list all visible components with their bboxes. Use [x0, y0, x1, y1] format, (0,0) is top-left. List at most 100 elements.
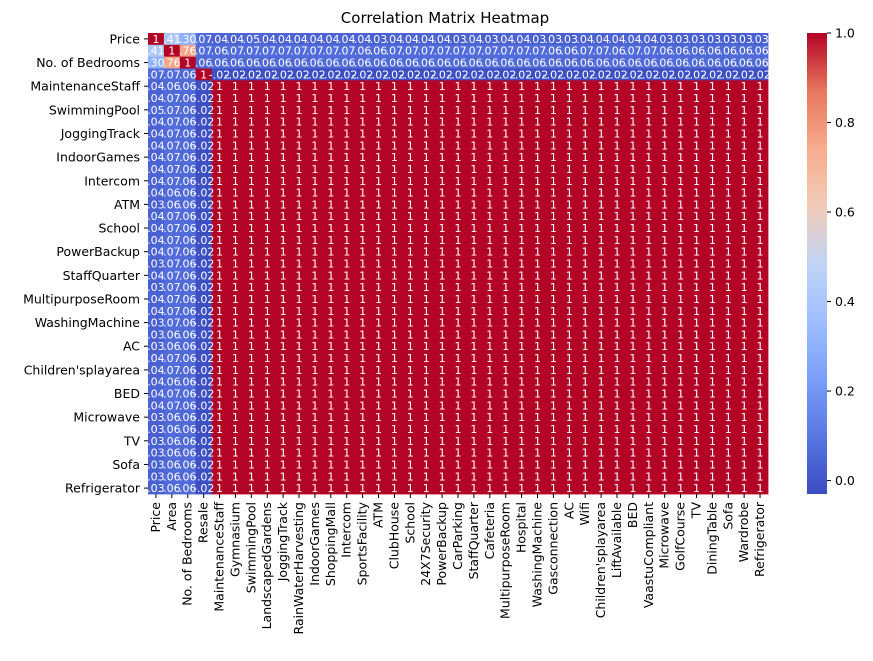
heatmap-cell: [163, 44, 181, 58]
heatmap-cell: [736, 115, 753, 128]
heatmap-cell: [640, 56, 658, 69]
heatmap-cell: [672, 56, 689, 69]
heatmap-cell: [275, 127, 292, 140]
heatmap-cell: [195, 115, 212, 128]
heatmap-cell: [465, 92, 483, 105]
x-tick-label: IndoorGames: [307, 502, 322, 586]
heatmap-cell: [545, 44, 562, 58]
heatmap-cell: [465, 33, 483, 46]
heatmap-cell: [402, 56, 419, 69]
heatmap-cell: [322, 56, 340, 69]
heatmap-cell: [529, 127, 546, 140]
heatmap-cell: [656, 56, 674, 69]
heatmap-cell: [609, 127, 626, 140]
heatmap-cell: [736, 139, 753, 152]
heatmap-cell: [465, 127, 483, 140]
heatmap-cell: [243, 127, 260, 140]
heatmap-cell: [163, 115, 181, 128]
heatmap-cell: [624, 139, 642, 152]
heatmap-cell: [481, 139, 499, 152]
y-tick-label: AC: [123, 339, 140, 354]
heatmap-cell: [227, 68, 244, 81]
heatmap-cell: [656, 44, 674, 58]
heatmap-cell: [688, 33, 705, 46]
heatmap-cell: [513, 44, 530, 58]
heatmap-cell: [148, 151, 165, 164]
heatmap-cell: [720, 80, 737, 93]
heatmap-cell: [672, 115, 689, 128]
x-tick-label: MaintenanceStaff: [212, 502, 227, 612]
heatmap-cell: [640, 44, 658, 58]
x-tick-label: Hospital: [514, 502, 529, 553]
heatmap-cell: [306, 92, 324, 105]
y-tick-label: School: [99, 221, 141, 236]
heatmap-cell: [688, 92, 705, 105]
heatmap-cell: [275, 103, 292, 117]
heatmap-cell: [561, 68, 578, 81]
heatmap-cell: [450, 56, 467, 69]
cell-annotation: 1: [645, 482, 652, 495]
heatmap-cell: [624, 80, 642, 93]
heatmap-cell: [306, 139, 324, 152]
heatmap-cell: [434, 33, 451, 46]
cell-annotation: 1: [566, 482, 573, 495]
heatmap-cell: [497, 127, 515, 140]
heatmap-cell: [163, 92, 181, 105]
heatmap-cell: [450, 115, 467, 128]
y-tick-label: MultipurposeRoom: [23, 291, 140, 306]
heatmap-cell: [227, 103, 244, 117]
heatmap-cell: [497, 44, 515, 58]
heatmap-cell: [513, 68, 530, 81]
heatmap-cell: [306, 44, 324, 58]
heatmap-cell: [704, 139, 721, 152]
heatmap-cell: [148, 68, 165, 81]
heatmap-cell: [720, 56, 737, 69]
cell-annotation: 1: [232, 482, 239, 495]
heatmap-cell: [497, 80, 515, 93]
heatmap-cell: [513, 115, 530, 128]
heatmap-cell: [322, 68, 340, 81]
heatmap-cell: [593, 33, 610, 46]
heatmap-cell: [736, 56, 753, 69]
x-tick-label: PowerBackup: [434, 502, 449, 586]
heatmap-cell: [561, 80, 578, 93]
heatmap-cell: [609, 68, 626, 81]
heatmap-cell: [179, 127, 197, 140]
heatmap-cell: [418, 127, 435, 140]
cell-annotation: 1: [343, 482, 350, 495]
heatmap-cell: [275, 68, 292, 81]
heatmap-cell: [577, 44, 594, 58]
heatmap-cell: [148, 44, 165, 58]
heatmap-cell: [418, 68, 435, 81]
heatmap-cell: [752, 139, 769, 152]
heatmap-cell: [354, 115, 371, 128]
x-tick-label: 24X7Security: [418, 501, 433, 585]
heatmap-cell: [259, 33, 276, 46]
x-tick-label: DiningTable: [704, 502, 719, 575]
x-tick-label: Children'splayarea: [593, 502, 608, 618]
heatmap-cell: [481, 68, 499, 81]
heatmap-cell: [227, 56, 244, 69]
heatmap-cell: [386, 33, 403, 46]
heatmap-cell: [672, 80, 689, 93]
heatmap-cell: [179, 139, 197, 152]
heatmap-cell: [465, 80, 483, 93]
heatmap-cell: [481, 115, 499, 128]
heatmap-cell: [418, 92, 435, 105]
heatmap-cell: [179, 103, 197, 117]
x-tick-label: ShoppingMall: [323, 502, 338, 586]
x-tick-label: Gasconnection: [545, 502, 560, 595]
heatmap-cell: [545, 68, 562, 81]
heatmap-cell: [243, 44, 260, 58]
heatmap-cell: [545, 139, 562, 152]
heatmap-cell: [752, 44, 769, 58]
heatmap-cell: [752, 115, 769, 128]
heatmap-cell: [338, 103, 356, 117]
heatmap-cell: [195, 56, 212, 69]
heatmap-cell: [338, 56, 356, 69]
heatmap-cell: [179, 56, 197, 69]
heatmap-cell: [418, 115, 435, 128]
heatmap-cell: [195, 68, 212, 81]
heatmap-cell: [624, 127, 642, 140]
heatmap-cell: [148, 103, 165, 117]
